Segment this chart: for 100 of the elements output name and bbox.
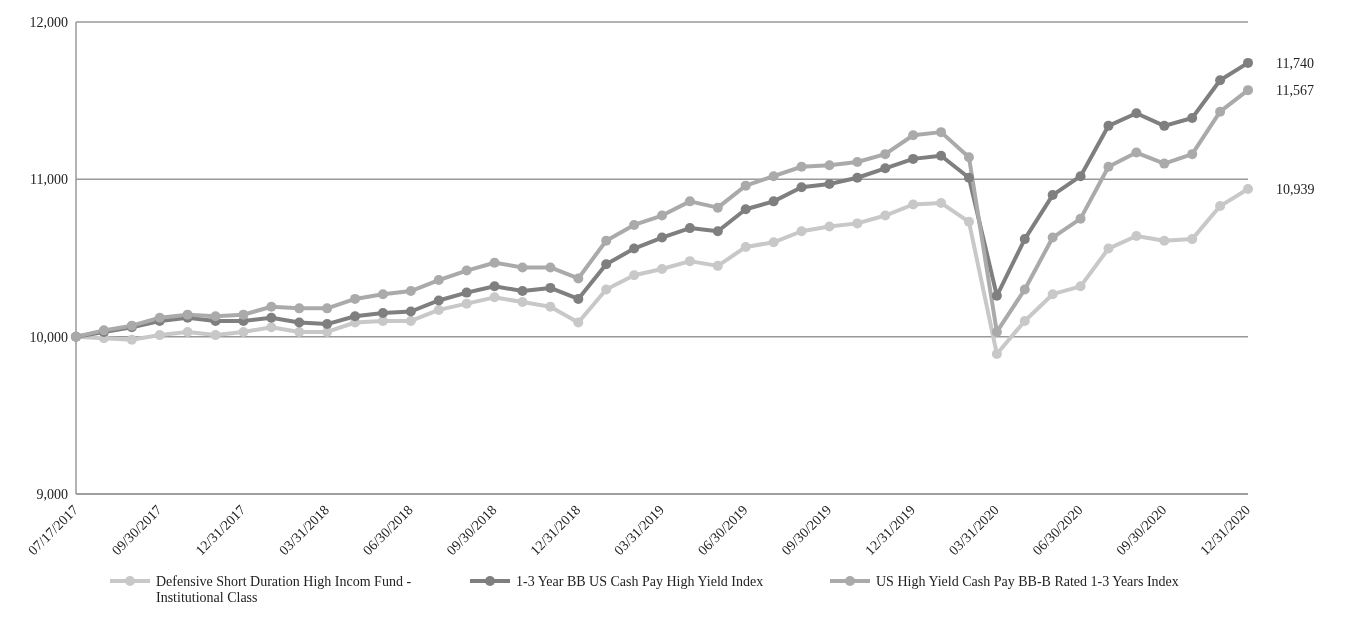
- point: [1103, 120, 1114, 131]
- point: [908, 130, 919, 141]
- point: [852, 157, 863, 168]
- point: [629, 219, 640, 230]
- point: [963, 216, 974, 227]
- point: [1131, 108, 1142, 119]
- point: [768, 237, 779, 248]
- point: [880, 210, 891, 221]
- point: [824, 221, 835, 232]
- point: [238, 326, 249, 337]
- data-label: 11,567: [1276, 83, 1314, 99]
- point: [1187, 234, 1198, 245]
- point: [1075, 281, 1086, 292]
- point: [824, 160, 835, 171]
- point: [684, 196, 695, 207]
- point: [601, 259, 612, 270]
- point: [768, 196, 779, 207]
- point: [1159, 120, 1170, 131]
- point: [908, 199, 919, 210]
- y-tick-label: 12,000: [29, 14, 68, 30]
- point: [796, 182, 807, 193]
- y-tick-label: 10,000: [29, 329, 68, 345]
- point: [1131, 147, 1142, 158]
- point: [991, 290, 1002, 301]
- point: [266, 322, 277, 333]
- point: [1103, 243, 1114, 254]
- point: [657, 210, 667, 221]
- point: [1243, 85, 1253, 96]
- point: [880, 163, 891, 174]
- point: [573, 317, 584, 328]
- point: [545, 262, 556, 273]
- point: [852, 218, 863, 229]
- point: [1243, 183, 1253, 194]
- point: [266, 312, 277, 323]
- point: [1215, 201, 1226, 212]
- point: [322, 303, 333, 314]
- point: [963, 152, 974, 163]
- point: [936, 127, 947, 138]
- point: [1215, 106, 1226, 117]
- point: [908, 153, 919, 164]
- point: [601, 235, 612, 246]
- point: [740, 241, 751, 252]
- point: [377, 308, 388, 319]
- point: [461, 287, 472, 298]
- point: [545, 301, 556, 312]
- point: [322, 319, 333, 330]
- data-label: 11,740: [1276, 55, 1314, 71]
- point: [238, 309, 249, 320]
- point: [489, 257, 500, 268]
- point: [1215, 75, 1226, 86]
- y-tick-label: 11,000: [30, 172, 68, 188]
- point: [712, 202, 723, 213]
- point: [210, 311, 221, 322]
- point: [405, 286, 416, 297]
- point: [1047, 232, 1058, 243]
- point: [1187, 149, 1198, 160]
- legend-label: US High Yield Cash Pay BB-B Rated 1-3 Years Index: [876, 574, 1179, 590]
- point: [461, 298, 472, 309]
- point: [657, 264, 667, 275]
- point: [517, 297, 528, 308]
- point: [489, 281, 500, 292]
- point: [126, 334, 137, 345]
- point: [1243, 57, 1253, 68]
- point: [1047, 190, 1058, 201]
- point: [1019, 284, 1030, 295]
- point: [601, 284, 612, 295]
- point: [1019, 234, 1030, 245]
- point: [629, 243, 640, 254]
- point: [796, 161, 807, 172]
- point: [545, 282, 556, 293]
- point: [350, 293, 361, 304]
- data-label: 10,939: [1276, 181, 1315, 197]
- point: [1075, 171, 1086, 182]
- point: [461, 265, 472, 276]
- point: [712, 260, 723, 271]
- point: [1019, 315, 1030, 326]
- point: [517, 286, 528, 297]
- point: [936, 150, 947, 161]
- point: [1103, 161, 1114, 172]
- point: [154, 330, 165, 341]
- point: [433, 275, 444, 286]
- point: [712, 226, 723, 237]
- point: [1159, 235, 1170, 246]
- point: [740, 204, 751, 215]
- point: [684, 256, 695, 267]
- point: [1131, 230, 1142, 241]
- legend-label: 1-3 Year BB US Cash Pay High Yield Index: [516, 574, 764, 590]
- point: [852, 172, 863, 183]
- point: [1159, 158, 1170, 169]
- point: [294, 317, 305, 328]
- y-tick-label: 9,000: [36, 486, 68, 502]
- point: [433, 295, 444, 306]
- point: [377, 289, 388, 300]
- point: [266, 301, 277, 312]
- point: [294, 303, 305, 314]
- point: [517, 262, 528, 273]
- point: [629, 270, 640, 281]
- point: [824, 179, 835, 190]
- point: [963, 172, 974, 183]
- point: [182, 326, 193, 337]
